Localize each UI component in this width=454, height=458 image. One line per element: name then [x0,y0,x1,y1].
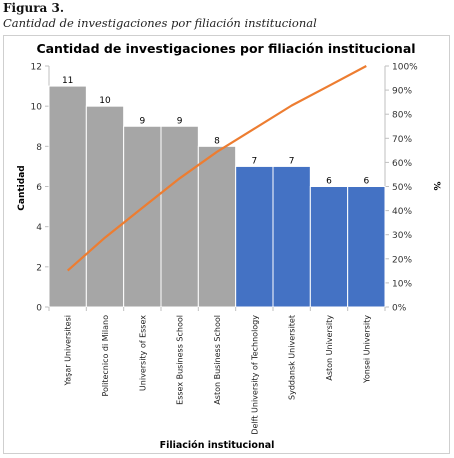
chart-title: Cantidad de investigaciones por filiació… [36,41,415,56]
x-tick-label: Essex Business School [176,315,185,405]
chart-frame: Cantidad de investigaciones por filiació… [3,35,450,454]
bar-data-label: 8 [214,136,220,146]
plot-area: 0 2 4 6 8 10 12 0% 10% 20% 30% 40% 50% 60% 70% 80% 90% 10… [31,63,419,435]
y-tick-label: 2 [36,263,42,273]
y2-tick-label: 80% [392,111,412,121]
x-tick-label: Politecnico di Milano [101,315,110,397]
x-tick-label: Delft University of Technology [250,315,259,435]
bar [85,105,125,308]
bar [272,165,311,308]
y-tick-label: 10 [31,103,43,113]
x-tick-label: Yonsei University [362,315,371,384]
y2-tick-label: 30% [392,231,412,241]
bar-data-label: 10 [99,96,111,106]
y2-tick-label: 20% [392,255,412,265]
bar-data-label: 6 [326,177,332,187]
bar [197,145,237,308]
bar-data-label: 6 [363,177,369,187]
x-tick-label: Aston University [325,315,334,381]
y-axis-label: Cantidad [17,165,27,210]
bar [48,85,87,308]
figure-caption: Cantidad de investigaciones por filiació… [3,16,317,30]
pareto-chart: Cantidad de investigaciones por filiació… [17,41,441,451]
bar-data-label: 9 [139,116,145,126]
y-tick-label: 8 [36,143,42,153]
y2-tick-label: 50% [392,183,412,193]
y-tick-label: 6 [36,183,42,193]
bar-data-label: 7 [289,156,295,166]
y-tick-label: 0 [36,304,42,314]
bar-data-label: 11 [62,76,73,86]
x-tick-label: Syddansk Universitet [288,315,297,400]
x-axis-label: Filiación institucional [160,440,275,451]
y2-tick-label: 60% [392,159,412,169]
secondary-y-axis-label: % [431,181,441,190]
bar-data-label: 7 [251,156,257,166]
y2-tick-label: 0% [392,304,407,314]
bar-data-label: 9 [177,116,183,126]
y2-tick-label: 90% [392,87,412,97]
bar [309,186,349,308]
y2-tick-label: 70% [392,135,412,145]
y2-tick-label: 40% [392,207,412,217]
y-tick-label: 12 [31,63,42,73]
y2-tick-label: 100% [392,63,418,73]
x-tick-label: Yaşar Universitesi [64,315,73,387]
bar [123,125,162,308]
bar [160,125,199,308]
figure-label: Figura 3. [3,1,64,15]
cumulative-percent-line [66,65,367,272]
x-tick-label: Aston Business School [213,315,222,405]
x-tick-label: University of Essex [138,315,147,391]
bar [235,165,274,308]
y2-tick-label: 10% [392,279,412,289]
y-tick-label: 4 [36,223,42,233]
bar [347,186,386,308]
